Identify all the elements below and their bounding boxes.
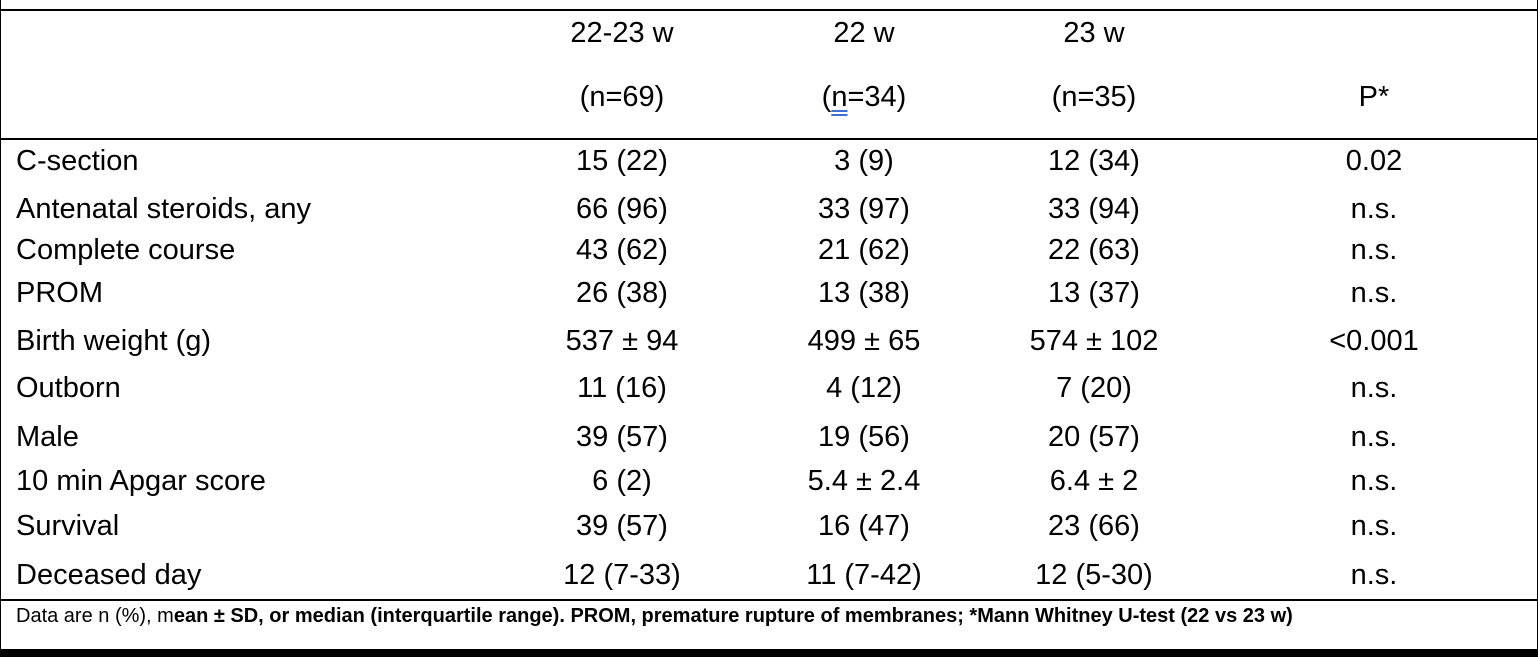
cell-p: n.s. — [1350, 559, 1398, 591]
cell-23w: 20 (57) — [1048, 421, 1140, 453]
cell-22-23w: 12 (7-33) — [563, 559, 681, 591]
cell-23w: 23 (66) — [1048, 510, 1140, 542]
cell-22w: 4 (12) — [826, 372, 902, 404]
cell-22-23w: 11 (16) — [577, 372, 667, 404]
cell-23w: 574 ± 102 — [1029, 325, 1159, 357]
cell-23w: 7 (20) — [1056, 372, 1132, 404]
cell-22w: 21 (62) — [818, 234, 910, 266]
cell-22w: 499 ± 65 — [807, 325, 921, 357]
row-label: Complete course — [16, 234, 236, 266]
footnote-plain-text: Data are n (%), m — [16, 605, 174, 627]
row-label: C-section — [16, 145, 139, 177]
cell-22w: 19 (56) — [818, 421, 910, 453]
table-footnote: Data are n (%), mean ± SD, or median (in… — [16, 602, 1293, 630]
cell-23w: 12 (5-30) — [1035, 559, 1153, 591]
table-row: PROM 26 (38) 13 (38) 13 (37) n.s. — [0, 273, 1538, 313]
cell-22-23w: 39 (57) — [576, 421, 668, 453]
cell-22-23w: 15 (22) — [576, 145, 668, 177]
cell-23w: 12 (34) — [1048, 145, 1140, 177]
footnote-bold-text: ean ± SD, or median (interquartile range… — [173, 605, 1293, 627]
table-row: Complete course 43 (62) 21 (62) 22 (63) … — [0, 230, 1538, 270]
cell-22-23w: 43 (62) — [576, 234, 668, 266]
column-n-22w: (n=34) — [821, 81, 907, 113]
cell-23w: 22 (63) — [1048, 234, 1140, 266]
row-label: Survival — [16, 510, 120, 542]
cell-p: n.s. — [1350, 372, 1398, 404]
cell-22-23w: 26 (38) — [576, 277, 668, 309]
row-label: Male — [16, 421, 79, 453]
row-label: Deceased day — [16, 559, 202, 591]
cell-22w: 13 (38) — [818, 277, 910, 309]
cell-23w: 6.4 ± 2 — [1049, 465, 1139, 497]
cell-23w: 33 (94) — [1048, 193, 1140, 225]
cell-p: n.s. — [1350, 193, 1398, 225]
cell-22-23w: 39 (57) — [576, 510, 668, 542]
cell-22-23w: 66 (96) — [576, 193, 668, 225]
row-label: PROM — [16, 277, 103, 309]
cell-23w: 13 (37) — [1048, 277, 1140, 309]
table-row: C-section 15 (22) 3 (9) 12 (34) 0.02 — [0, 141, 1538, 181]
cell-p: 0.02 — [1345, 145, 1403, 177]
row-label: 10 min Apgar score — [16, 465, 266, 497]
cell-p: n.s. — [1350, 277, 1398, 309]
spellcheck-underlined-n: n — [831, 81, 848, 113]
cell-22w: 11 (7-42) — [806, 559, 922, 591]
row-label: Birth weight (g) — [16, 325, 212, 357]
top-rule — [0, 9, 1538, 11]
column-header-22w: 22 w — [833, 17, 895, 49]
footnote-rule — [0, 599, 1538, 601]
cell-22w: 3 (9) — [834, 145, 894, 177]
table-row: Survival 39 (57) 16 (47) 23 (66) n.s. — [0, 506, 1538, 546]
cell-22w: 16 (47) — [818, 510, 910, 542]
table-row: Antenatal steroids, any 66 (96) 33 (97) … — [0, 189, 1538, 229]
column-n-22-23w: (n=69) — [579, 81, 665, 113]
cell-p: <0.001 — [1329, 325, 1419, 357]
column-header-22-23w: 22-23 w — [570, 17, 674, 49]
column-header-p: P* — [1358, 81, 1390, 113]
table-row: Deceased day 12 (7-33) 11 (7-42) 12 (5-3… — [0, 555, 1538, 595]
cell-p: n.s. — [1350, 465, 1398, 497]
row-label: Antenatal steroids, any — [16, 193, 312, 225]
header-rule — [0, 138, 1538, 140]
column-header-23w: 23 w — [1063, 17, 1125, 49]
table-row: Birth weight (g) 537 ± 94 499 ± 65 574 ±… — [0, 321, 1538, 361]
cell-22w: 5.4 ± 2.4 — [807, 465, 921, 497]
cell-22-23w: 6 (2) — [592, 465, 652, 497]
cell-p: n.s. — [1350, 510, 1398, 542]
table-row: Outborn 11 (16) 4 (12) 7 (20) n.s. — [0, 368, 1538, 408]
bottom-rule — [0, 649, 1538, 657]
cell-p: n.s. — [1350, 421, 1398, 453]
row-label: Outborn — [16, 372, 121, 404]
table-row: Male 39 (57) 19 (56) 20 (57) n.s. — [0, 417, 1538, 457]
cell-p: n.s. — [1350, 234, 1398, 266]
table-row: 10 min Apgar score 6 (2) 5.4 ± 2.4 6.4 ±… — [0, 461, 1538, 501]
cell-22-23w: 537 ± 94 — [565, 325, 679, 357]
cell-22w: 33 (97) — [818, 193, 910, 225]
column-n-23w: (n=35) — [1051, 81, 1137, 113]
